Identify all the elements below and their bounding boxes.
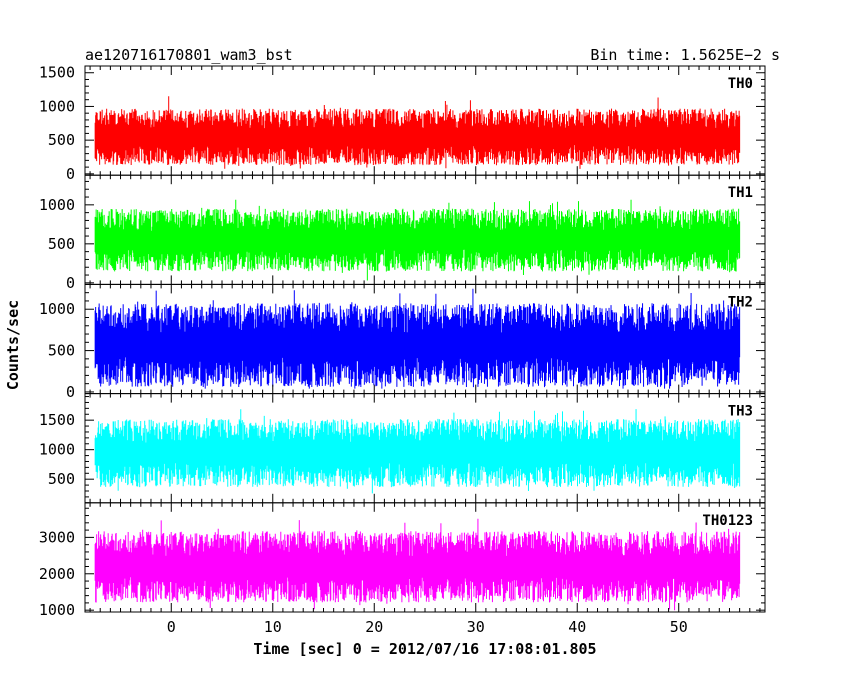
- bin-time-label: Bin time: 1.5625E−2 s: [590, 46, 780, 64]
- y-tick-label: 1000: [39, 97, 75, 115]
- panel-th2: 0 500 1000 TH2: [39, 283, 766, 401]
- y-tick-label: 500: [48, 470, 75, 488]
- x-tick-label: 30: [467, 618, 485, 636]
- panel-label-th0: TH0: [728, 76, 753, 92]
- series-th1-line: [94, 199, 741, 281]
- x-tick-label: 40: [568, 618, 586, 636]
- y-tick-label: 500: [48, 342, 75, 360]
- panel-label-th1: TH1: [728, 185, 753, 201]
- x-tick-label: 20: [365, 618, 383, 636]
- panel-th0: 0 500 1000 1500 TH0: [39, 64, 766, 183]
- y-tick-label: 2000: [39, 565, 75, 583]
- y-tick-label: 500: [48, 235, 75, 253]
- series-th2-line: [94, 288, 741, 389]
- y-tick-label: 500: [48, 131, 75, 149]
- y-tick-label: 1000: [39, 300, 75, 318]
- panel-label-th2: TH2: [728, 294, 753, 310]
- y-axis-label: Counts/sec: [4, 300, 22, 390]
- series-th0-line: [94, 96, 741, 169]
- y-tick-label: 0: [66, 165, 75, 183]
- x-tick-label: 50: [670, 618, 688, 636]
- y-tick-label: 1000: [39, 441, 75, 459]
- series-th0123-line: [94, 518, 741, 611]
- y-tick-label: 1000: [39, 196, 75, 214]
- y-tick-label: 1000: [39, 601, 75, 619]
- panel-label-th0123: TH0123: [702, 513, 753, 529]
- y-tick-label: 0: [66, 383, 75, 401]
- figure-title: ae120716170801_wam3_bst: [85, 46, 293, 64]
- panel-label-th3: TH3: [728, 404, 753, 420]
- panel-th1: 0 500 1000 TH1: [39, 174, 766, 292]
- y-tick-label: 1500: [39, 64, 75, 82]
- y-tick-label: 3000: [39, 528, 75, 546]
- y-tick-label: 0: [66, 274, 75, 292]
- series-th3-line: [94, 409, 741, 494]
- x-tick-label: 10: [264, 618, 282, 636]
- panel-th3: 500 1000 1500 TH3: [39, 393, 766, 504]
- panel-th0123: 1000 2000 3000 TH0123: [39, 502, 766, 619]
- y-tick-label: 1500: [39, 411, 75, 429]
- x-axis-label: Time [sec] 0 = 2012/07/16 17:08:01.805: [253, 640, 596, 658]
- x-tick-label: 0: [167, 618, 176, 636]
